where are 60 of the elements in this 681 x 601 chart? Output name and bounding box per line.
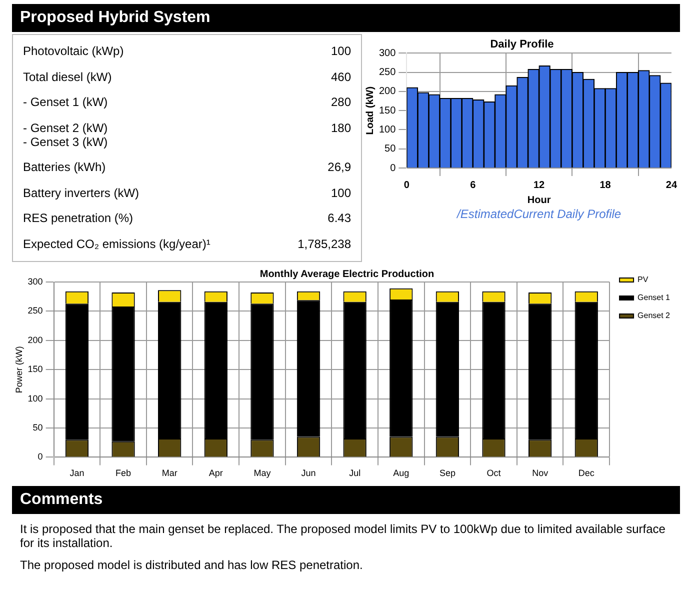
chart-title: Daily Profile bbox=[490, 38, 554, 51]
x-tick-label: Jan bbox=[70, 468, 84, 478]
x-tick-label: Apr bbox=[208, 468, 223, 478]
y-tick-label: 300 bbox=[28, 276, 43, 286]
x-tick-label: 0 bbox=[404, 180, 410, 191]
text: 460 bbox=[330, 68, 351, 86]
y-axis-title: Power (kW) bbox=[14, 346, 24, 394]
text: 180 bbox=[330, 120, 351, 136]
y-tick-label: 50 bbox=[384, 144, 396, 155]
text: Expected CO₂ emissions (kg/year)¹ bbox=[23, 236, 212, 252]
y-tick-label: 50 bbox=[32, 422, 43, 432]
legend-label: Genset 1 bbox=[638, 293, 671, 302]
x-tick-label: Jun bbox=[301, 468, 316, 478]
text: 26,9 bbox=[326, 159, 351, 176]
y-tick-label: 200 bbox=[378, 86, 396, 98]
x-tick-label: 12 bbox=[534, 180, 546, 191]
text: It is proposed that the main genset be replaced. The proposed model limits PV to 100kWp due to limited available surface for its installation. bbox=[20, 522, 666, 550]
x-tick-label: Nov bbox=[532, 468, 549, 478]
y-tick-label: 0 bbox=[38, 452, 43, 462]
y-tick-label: 150 bbox=[378, 105, 396, 116]
y-tick-label: 100 bbox=[378, 124, 396, 136]
y-tick-label: 200 bbox=[28, 334, 43, 345]
x-axis-title: Hour bbox=[527, 194, 551, 206]
y-tick-label: 0 bbox=[390, 162, 396, 174]
x-tick-label: Mar bbox=[162, 468, 178, 478]
text: 280 bbox=[330, 94, 351, 111]
text: 6.43 bbox=[326, 210, 351, 227]
text: - Genset 1 (kW) bbox=[23, 94, 109, 111]
y-tick-label: 300 bbox=[378, 48, 396, 59]
text: 100 bbox=[330, 43, 351, 60]
x-tick-label: 18 bbox=[600, 180, 612, 191]
text: /EstimatedCurrent Daily Profile bbox=[456, 207, 622, 221]
x-tick-label: Oct bbox=[486, 468, 502, 478]
y-axis-title: Load (kW) bbox=[364, 86, 376, 135]
text: Photovoltaic (kWp) bbox=[23, 43, 125, 60]
x-tick-label: 24 bbox=[666, 180, 678, 191]
x-tick-label: Dec bbox=[578, 468, 595, 478]
x-tick-label: Feb bbox=[116, 468, 132, 478]
y-tick-label: 150 bbox=[28, 364, 43, 374]
legend-label: Genset 2 bbox=[638, 311, 671, 320]
text: Proposed Hybrid System bbox=[12, 4, 680, 32]
x-tick-label: 6 bbox=[470, 180, 476, 191]
text: RES penetration (%) bbox=[23, 210, 134, 227]
text: Batteries (kWh) bbox=[23, 159, 107, 176]
y-tick-label: 100 bbox=[28, 393, 43, 404]
x-tick-label: May bbox=[254, 468, 272, 478]
y-tick-label: 250 bbox=[28, 306, 43, 316]
text: Battery inverters (kW) bbox=[23, 184, 140, 202]
legend-label: PV bbox=[638, 275, 649, 284]
text: 100 bbox=[330, 184, 351, 202]
text: The proposed model is distributed and has low RES penetration. bbox=[20, 558, 364, 572]
y-tick-label: 250 bbox=[378, 67, 396, 78]
x-tick-label: Sep bbox=[439, 468, 456, 478]
text: - Genset 2 (kW) - Genset 3 (kW) bbox=[23, 120, 109, 150]
text: Comments bbox=[12, 486, 680, 514]
text: Total diesel (kW) bbox=[23, 68, 113, 86]
chart-title: Monthly Average Electric Production bbox=[260, 268, 434, 280]
text: 1,785,238 bbox=[298, 236, 351, 252]
x-tick-label: Jul bbox=[349, 468, 361, 478]
x-tick-label: Aug bbox=[393, 468, 410, 478]
